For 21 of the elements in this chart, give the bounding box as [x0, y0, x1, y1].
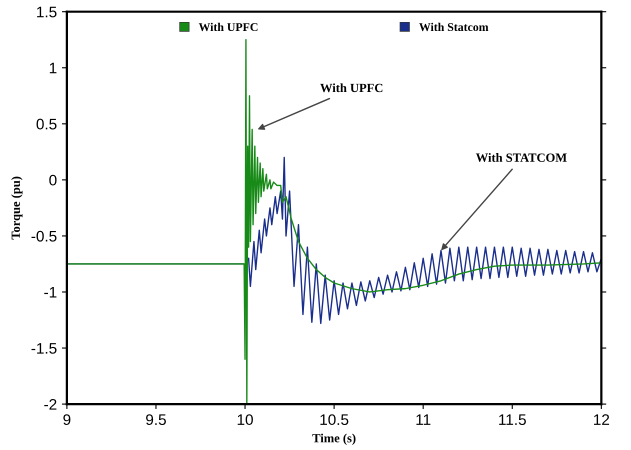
y-tick-label: -1.5 [32, 343, 57, 354]
x-tick-label: 10 [238, 414, 253, 426]
x-tick-label: 9.5 [146, 414, 166, 426]
x-axis-title: Time (s) [312, 434, 356, 445]
x-tick-label: 11.5 [499, 414, 526, 426]
y-tick-label: 1.5 [37, 6, 57, 18]
y-tick-label: -2 [44, 398, 56, 410]
y-tick-label: 1 [50, 62, 56, 74]
y-tick-label: 0.5 [36, 118, 57, 130]
y-tick-label: 0 [49, 174, 57, 186]
annotation: With STATCOM [476, 153, 567, 162]
y-tick-label: -0.5 [32, 230, 57, 242]
x-tick-label: 12 [594, 414, 610, 425]
legend-label: With Statcom [419, 22, 488, 32]
y-axis-title: Torque (pu) [11, 176, 23, 240]
x-tick-label: 9 [63, 414, 70, 426]
y-tick-label: -1 [44, 287, 56, 298]
legend-label: With UPFC [198, 22, 258, 32]
x-tick-label: 11 [416, 414, 430, 425]
x-tick-label: 10.5 [320, 414, 348, 426]
annotation: With UPFC [320, 83, 382, 92]
